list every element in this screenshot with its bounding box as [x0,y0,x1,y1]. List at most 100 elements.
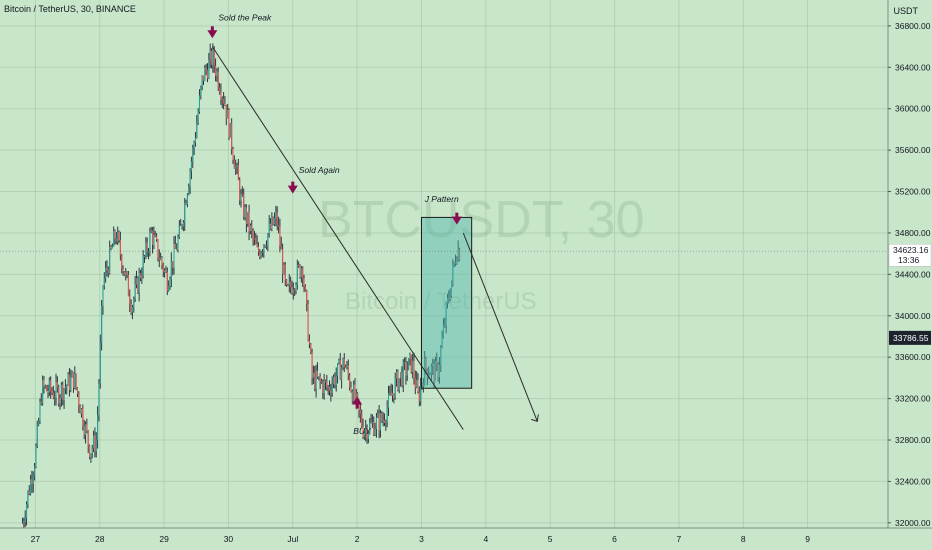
candle-body [22,522,24,524]
candle-body [113,231,115,247]
candle-body [181,225,183,227]
candle-body [185,202,187,205]
projection-line [462,232,538,422]
candle-body [268,223,270,234]
candle-body [121,255,123,269]
buy-marker [352,396,363,409]
time-tick-label: 2 [355,534,360,544]
candle-body [233,159,235,169]
candle-body [219,87,221,93]
candle-body [186,194,188,205]
candle-body [444,324,446,326]
candle-body [237,165,239,181]
candle-body [119,239,121,256]
candle-body [357,393,359,400]
candle-body [299,265,301,278]
candle-body [422,383,424,386]
candle-body [373,421,375,435]
candle-body [377,413,379,418]
candle-body [68,374,70,391]
candle-body [105,268,107,279]
annotation-j-pattern: J Pattern [424,194,459,204]
candle-body [319,376,321,382]
candle-body [401,372,403,386]
time-tick-label: 9 [805,534,810,544]
candle-body [452,264,454,281]
candle-body [296,264,298,286]
candle-body [338,360,340,364]
candle-body [240,194,242,201]
candle-body [445,303,447,325]
candle-body [56,382,58,388]
candle-body [228,109,230,138]
candle-body [129,296,131,305]
candle-body [315,370,317,389]
candle-body [102,286,104,306]
time-tick-label: 30 [224,534,234,544]
candle-body [55,382,57,398]
candle-body [197,111,199,123]
candle-body [47,390,49,393]
chart-title: Bitcoin / TetherUS, 30, BINANCE [4,4,136,14]
sold-peak-marker [207,26,218,39]
candle-body [229,123,231,138]
candle-body [441,337,443,348]
candle-body [50,380,52,392]
candle-body [448,297,450,299]
candle-body [194,137,196,143]
candle-body [93,435,95,449]
current-price-badge [888,243,932,267]
candle-body [294,289,296,291]
candle-body [272,217,274,225]
candle-body [35,446,37,467]
line-price-label: 33786.55 [893,333,929,343]
candle-body [406,369,408,376]
candle-body [133,298,135,307]
candle-body [141,275,143,279]
candle-body [198,95,200,112]
candle-body [79,405,81,414]
candle-body [304,286,306,291]
candle-body [253,238,255,240]
candle-body [291,287,293,294]
candle-body [97,415,99,441]
candle-body [381,413,383,421]
candle-body [42,379,44,404]
candle-body [388,393,389,408]
candle-body [89,445,91,458]
candle-body [249,225,251,232]
candle-body [346,365,348,368]
candle-body [459,249,461,260]
annotation-sold-again: Sold Again [299,165,340,175]
candle-body [98,383,100,416]
candle-body [137,278,139,293]
candle-body [59,397,61,404]
candle-body [177,237,179,250]
candle-body [327,386,329,388]
candle-body [260,252,262,258]
price-tick-label: 36800.00 [895,21,931,31]
candle-body [282,249,284,275]
candle-body [358,399,360,410]
candle-body [75,373,77,388]
candle-body [130,304,132,313]
candle-body [95,440,97,452]
candle-body [204,67,206,81]
candle-body [298,264,300,266]
candle-body [83,426,85,435]
candle-body [207,70,209,79]
candle-body [157,239,159,259]
price-tick-label: 34800.00 [895,228,931,238]
trendline [211,46,464,430]
candle-body [359,409,361,415]
candle-body [449,296,451,299]
candle-body [341,367,343,380]
candle-body [72,372,74,388]
candle-body [190,161,192,172]
candle-body [300,268,302,278]
candle-body [433,363,435,381]
candle-body [322,382,324,393]
candle-body [224,103,226,105]
